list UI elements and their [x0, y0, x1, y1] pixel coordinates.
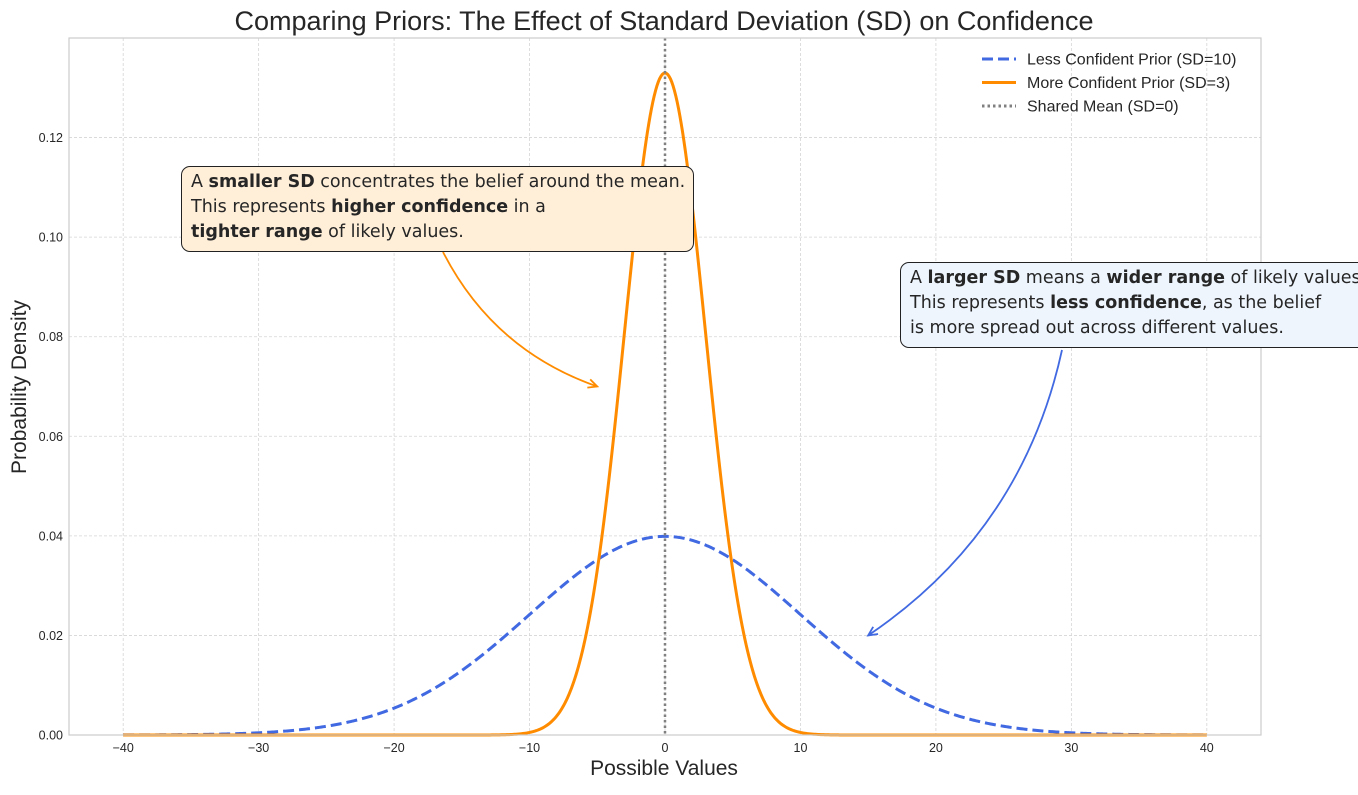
x-tick-label: −10	[519, 741, 540, 755]
annotation-line: A smaller SD concentrates the belief aro…	[191, 170, 685, 195]
annotation-line: A larger SD means a wider range of likel…	[910, 266, 1358, 291]
annotation-bold-text: larger SD	[927, 268, 1021, 288]
annotation-text: concentrates the belief around the mean.	[314, 172, 686, 192]
x-tick-label: 30	[1064, 741, 1078, 755]
annotation-bold-text: tighter range	[191, 222, 323, 242]
annotation-box-wide: A larger SD means a wider range of likel…	[900, 262, 1358, 348]
annotation-arrow-wide	[867, 349, 1063, 637]
arrowhead-icon	[866, 626, 879, 637]
annotation-line: tighter range of likely values.	[191, 220, 685, 245]
annotation-text: A	[910, 268, 928, 288]
x-axis-label: Possible Values	[590, 757, 738, 780]
annotation-text: is more spread out across different valu…	[910, 318, 1284, 338]
annotation-bold-text: wider range	[1106, 268, 1225, 288]
annotation-box-narrow: A smaller SD concentrates the belief aro…	[181, 166, 695, 252]
annotation-text: This represents	[191, 197, 332, 217]
y-tick-label: 0.08	[39, 330, 63, 344]
y-tick-label: 0.04	[39, 529, 63, 543]
x-tick-label: 20	[929, 741, 943, 755]
annotation-line: is more spread out across different valu…	[910, 316, 1358, 341]
y-tick-label: 0.02	[39, 629, 63, 643]
x-tick-label: −30	[248, 741, 269, 755]
y-axis-label: Probability Density	[8, 300, 31, 474]
legend-entry: Shared Mean (SD=0)	[1027, 99, 1179, 116]
x-tick-label: −20	[383, 741, 404, 755]
legend-entry: More Confident Prior (SD=3)	[1027, 75, 1230, 92]
annotation-text: of likely values.	[1224, 268, 1358, 288]
series-line-sd-10	[123, 534, 1207, 737]
plot-frame	[68, 37, 1262, 736]
annotation-bold-text: less confidence	[1050, 293, 1202, 313]
x-tick-label: 10	[794, 741, 808, 755]
annotation-line: This represents higher confidence in a	[191, 195, 685, 220]
annotation-text: means a	[1020, 268, 1107, 288]
annotation-text: A	[191, 172, 209, 192]
legend: Less Confident Prior (SD=10) More Confide…	[982, 52, 1236, 116]
legend-entry: Less Confident Prior (SD=10)	[1027, 52, 1236, 69]
annotation-line: This represents less confidence, as the …	[910, 291, 1358, 316]
annotation-text: , as the belief	[1201, 293, 1322, 313]
annotation-bold-text: smaller SD	[208, 172, 315, 192]
y-tick-label: 0.00	[39, 729, 63, 743]
x-tick-label: 0	[662, 741, 669, 755]
annotation-text: of likely values.	[322, 222, 464, 242]
y-tick-label: 0.06	[39, 430, 63, 444]
y-tick-label: 0.12	[39, 131, 63, 145]
chart-title: Comparing Priors: The Effect of Standard…	[235, 6, 1094, 36]
x-tick-label: 40	[1200, 741, 1214, 755]
annotation-arrow-narrow	[442, 251, 598, 388]
x-tick-label: −40	[113, 741, 134, 755]
y-tick-label: 0.10	[39, 231, 63, 245]
arrowhead-icon	[587, 378, 600, 389]
annotation-text: in a	[508, 197, 546, 217]
annotation-text: This represents	[910, 293, 1051, 313]
annotation-bold-text: higher confidence	[331, 197, 509, 217]
